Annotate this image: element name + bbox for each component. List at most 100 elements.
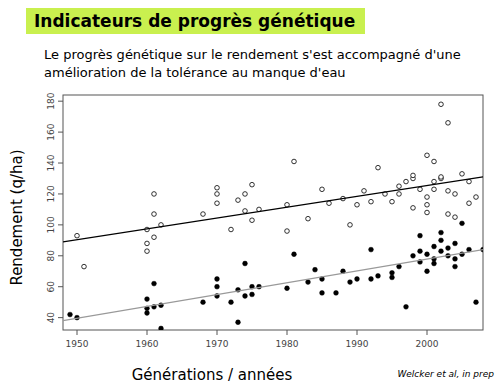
x-tick-label: 1990 [346, 339, 369, 349]
scatter-point [243, 192, 248, 197]
scatter-point [411, 253, 416, 258]
scatter-point [453, 215, 458, 220]
x-tick [217, 330, 218, 335]
scatter-point [460, 172, 465, 177]
x-axis-label: Générations / années [132, 366, 293, 384]
scatter-point [313, 267, 318, 272]
scatter-point [432, 244, 437, 249]
scatter-point [432, 187, 437, 192]
scatter-point [418, 187, 423, 192]
scatter-point [250, 182, 255, 187]
y-tick-label: 140 [46, 154, 56, 171]
scatter-point [250, 218, 255, 223]
scatter-point [145, 297, 150, 302]
scatter-point [292, 159, 297, 164]
scatter-point [348, 280, 353, 285]
scatter-point [474, 195, 479, 200]
scatter-point [439, 249, 444, 254]
scatter-point [215, 284, 220, 289]
scatter-point [306, 280, 311, 285]
subtitle-line: Le progrès génétique sur le rendement s'… [44, 46, 461, 64]
scatter-point [159, 326, 164, 330]
scatter-point [425, 195, 430, 200]
y-tick [58, 163, 63, 164]
x-tick-label: 1980 [276, 339, 299, 349]
scatter-point [285, 202, 290, 207]
scatter-point [390, 275, 395, 280]
scatter-point [474, 300, 479, 305]
scatter-point [145, 311, 150, 316]
scatter-point [411, 206, 416, 211]
scatter-point [432, 261, 437, 266]
y-tick [58, 255, 63, 256]
scatter-point [236, 320, 241, 325]
scatter-point [348, 223, 353, 228]
scatter-point [243, 261, 248, 266]
scatter-point [243, 209, 248, 214]
scatter-point [453, 264, 458, 269]
scatter-point [215, 192, 220, 197]
scatter-point [68, 312, 73, 317]
y-tick [58, 286, 63, 287]
scatter-point [418, 233, 423, 238]
scatter-point [446, 246, 451, 251]
x-tick-label: 1950 [66, 339, 89, 349]
y-tick [58, 132, 63, 133]
scatter-point [446, 121, 451, 126]
x-tick-label: 2000 [416, 339, 439, 349]
x-tick-label: 1970 [206, 339, 229, 349]
scatter-point [369, 277, 374, 282]
y-tick-label: 60 [46, 281, 56, 293]
scatter-point [236, 198, 241, 203]
scatter-point [453, 241, 458, 246]
scatter-point [285, 286, 290, 291]
scatter-point [467, 201, 472, 206]
scatter-point [467, 179, 472, 184]
x-tick [357, 330, 358, 335]
scatter-point [425, 153, 430, 158]
scatter-point [152, 212, 157, 217]
scatter-point [453, 256, 458, 261]
x-tick [287, 330, 288, 335]
scatter-point [292, 252, 297, 257]
y-tick-label: 120 [46, 185, 56, 202]
regression-line [63, 177, 483, 242]
scatter-point [376, 273, 381, 278]
scatter-point [285, 229, 290, 234]
scatter-point [425, 210, 430, 215]
scatter-point [229, 227, 234, 232]
scatter-point [229, 300, 234, 305]
y-tick [58, 193, 63, 194]
annotation: Welcker et al, in prep [397, 369, 494, 379]
scatter-point [152, 192, 157, 197]
scatter-point [215, 185, 220, 190]
scatter-point [439, 102, 444, 107]
scatter-point [432, 159, 437, 164]
scatter-point [145, 249, 150, 254]
scatter-point [460, 221, 465, 226]
scatter-point [201, 300, 206, 305]
scatter-point [439, 230, 444, 235]
subtitle-line: amélioration de la tolérance au manque d… [44, 64, 461, 82]
scatter-point [390, 199, 395, 204]
x-tick [427, 330, 428, 335]
scatter-point [82, 264, 87, 269]
scatter-point [362, 189, 367, 194]
scatter-point [250, 292, 255, 297]
y-tick-label: 40 [46, 312, 56, 324]
y-tick-label: 80 [46, 250, 56, 262]
y-tick-label: 100 [46, 216, 56, 233]
scatter-point [411, 173, 416, 178]
scatter-point [320, 290, 325, 295]
scatter-point [425, 202, 430, 207]
scatter-point [432, 179, 437, 184]
plot-marks [63, 102, 483, 330]
scatter-point [404, 179, 409, 184]
scatter-point [145, 241, 150, 246]
scatter-point [75, 233, 80, 238]
x-tick-label: 1960 [136, 339, 159, 349]
scatter-point [306, 216, 311, 221]
scatter-point [397, 264, 402, 269]
title: Indicateurs de progrès génétique [26, 8, 365, 34]
scatter-point [355, 202, 360, 207]
